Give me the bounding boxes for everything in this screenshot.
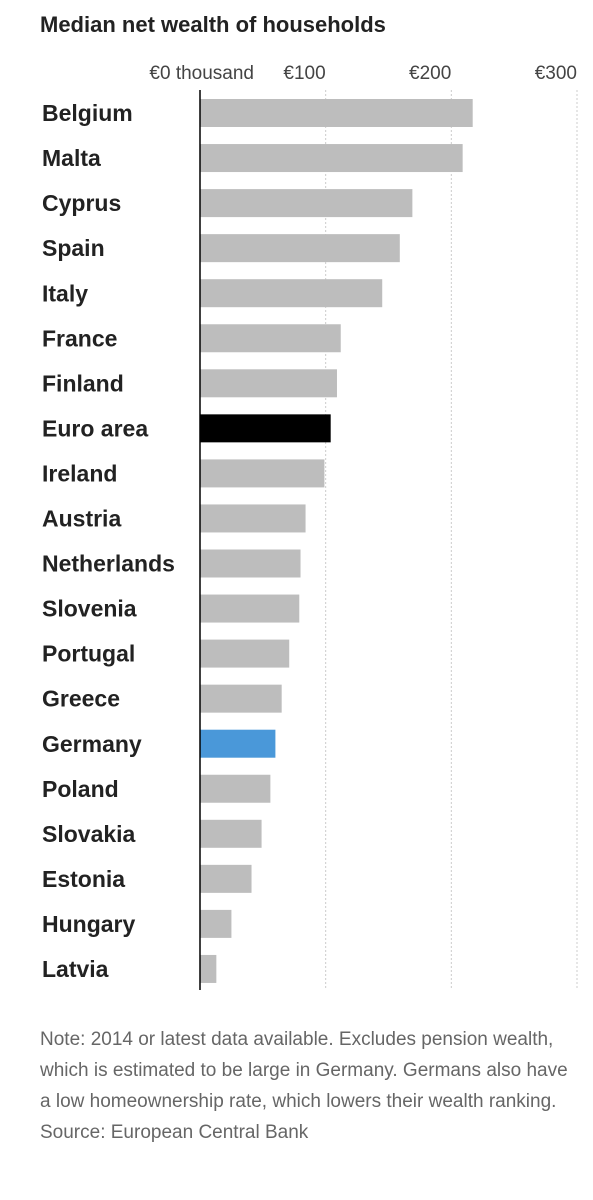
bar <box>200 369 337 398</box>
bar <box>200 909 232 938</box>
y-tick-label: Latvia <box>42 956 109 982</box>
y-tick-label: Hungary <box>42 911 136 937</box>
y-tick-label: Malta <box>42 145 101 171</box>
y-tick-label: Slovakia <box>42 821 136 847</box>
y-tick-label: Italy <box>42 280 88 306</box>
bar <box>200 144 463 173</box>
y-tick-label: Germany <box>42 731 142 757</box>
y-tick-label: Poland <box>42 776 119 802</box>
bar <box>200 99 473 127</box>
y-tick-label: Euro area <box>42 415 148 441</box>
bar <box>200 414 331 443</box>
y-tick-label: Spain <box>42 235 105 261</box>
bar <box>200 189 413 218</box>
notes: Note: 2014 or latest data available. Exc… <box>40 1024 580 1148</box>
bar <box>200 324 341 353</box>
bar <box>200 729 276 758</box>
bar <box>200 819 262 848</box>
bar <box>200 504 306 533</box>
note: Note: 2014 or latest data available. Exc… <box>40 1029 568 1112</box>
source: Source: European Central Bank <box>40 1122 309 1143</box>
y-tick-label: Greece <box>42 686 120 712</box>
y-tick-label: Estonia <box>42 866 125 892</box>
y-tick-label: Belgium <box>42 100 133 126</box>
chart-title: Median net wealth of households <box>40 12 386 37</box>
y-tick-label: Finland <box>42 370 124 396</box>
bar <box>200 684 282 713</box>
bar <box>200 279 383 308</box>
y-tick-label: Austria <box>42 506 121 532</box>
x-tick-label: €0 thousand <box>149 63 254 84</box>
bar <box>200 774 271 803</box>
y-tick-label: France <box>42 325 117 351</box>
x-tick-label: €100 <box>283 63 325 84</box>
y-tick-label: Netherlands <box>42 551 175 577</box>
bar <box>200 954 217 983</box>
chart: Median net wealth of households €0 thous… <box>40 12 578 990</box>
y-tick-label: Slovenia <box>42 596 137 622</box>
bar <box>200 549 301 578</box>
bar <box>200 234 400 263</box>
y-tick-label: Cyprus <box>42 190 121 216</box>
y-tick-label: Portugal <box>42 641 135 667</box>
x-tick-label: €300 <box>535 63 577 84</box>
x-tick-label: €200 <box>409 63 451 84</box>
bar <box>200 639 290 668</box>
y-tick-label: Ireland <box>42 460 117 486</box>
bar <box>200 459 325 488</box>
bar <box>200 864 252 893</box>
bar <box>200 594 300 623</box>
